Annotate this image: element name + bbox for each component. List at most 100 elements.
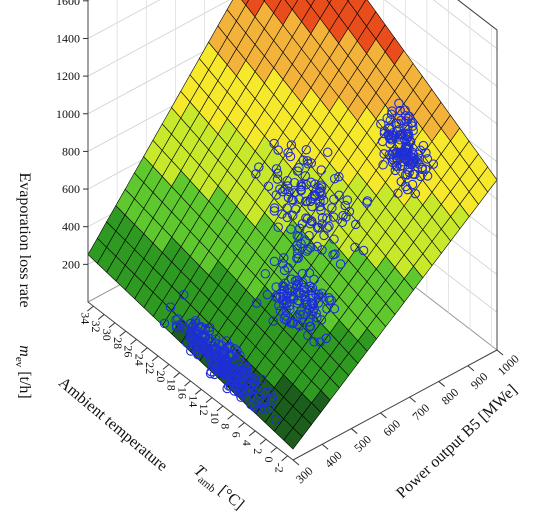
- data-point: [413, 155, 423, 165]
- data-point: [379, 149, 389, 159]
- data-point: [388, 146, 398, 157]
- data-point: [309, 274, 319, 285]
- data-point: [272, 168, 283, 179]
- data-point: [305, 218, 315, 229]
- data-point: [236, 377, 247, 387]
- data-point: [301, 144, 312, 155]
- data-point: [178, 289, 189, 300]
- temperature-tick-mark: [270, 447, 278, 453]
- power-tick-mark: [321, 443, 329, 450]
- temperature-tick-label: 8: [219, 423, 233, 429]
- temperature-tick-label: 26: [122, 345, 136, 357]
- temperature-tick-label: 28: [111, 337, 125, 349]
- data-point: [317, 190, 327, 201]
- data-point: [296, 185, 306, 196]
- temperature-tick-mark: [216, 405, 224, 412]
- data-point: [209, 348, 220, 359]
- data-point: [189, 335, 199, 346]
- data-point: [328, 250, 338, 260]
- power-tick-mark: [438, 381, 446, 387]
- data-point: [171, 320, 182, 331]
- data-point: [292, 319, 303, 330]
- data-point: [378, 160, 388, 170]
- data-point: [387, 157, 398, 168]
- data-point: [233, 387, 244, 398]
- data-point: [297, 277, 308, 288]
- temperature-tick-label: 22: [143, 362, 157, 374]
- data-point: [316, 315, 327, 325]
- data-point: [292, 244, 303, 254]
- data-point: [269, 203, 280, 213]
- data-point: [322, 304, 332, 314]
- data-point: [292, 312, 303, 322]
- data-point: [229, 373, 240, 383]
- data-point: [362, 196, 373, 206]
- data-point: [249, 374, 260, 384]
- data-point: [329, 194, 339, 205]
- data-point: [317, 213, 328, 223]
- data-point: [222, 383, 232, 394]
- data-point: [350, 219, 361, 230]
- data-point: [304, 268, 315, 278]
- data-point: [265, 387, 275, 398]
- data-point: [272, 174, 283, 184]
- data-point: [305, 281, 315, 292]
- power-tick-mark: [380, 412, 387, 419]
- data-point: [292, 166, 303, 176]
- temperature-tick-label: 20: [154, 370, 168, 382]
- data-point: [303, 159, 313, 169]
- data-point: [292, 231, 303, 241]
- measurement-points: [159, 98, 439, 425]
- data-point: [174, 322, 185, 333]
- data-point: [190, 315, 201, 326]
- temperature-tick-label: 0: [262, 457, 276, 463]
- temperature-tick-mark: [119, 330, 127, 337]
- data-point: [394, 98, 404, 109]
- temperature-tick-mark: [108, 322, 116, 329]
- temperature-tick-label: 10: [208, 412, 222, 424]
- data-point: [297, 218, 308, 229]
- data-point: [198, 343, 209, 354]
- data-point: [422, 171, 433, 181]
- data-point: [406, 159, 417, 170]
- data-point: [329, 303, 340, 314]
- data-point: [231, 374, 242, 384]
- power-tick-label: 600: [380, 417, 403, 440]
- data-point: [285, 151, 296, 162]
- power-tick-mark: [467, 365, 475, 372]
- data-point: [307, 290, 318, 300]
- data-point: [159, 318, 170, 329]
- data-point: [279, 314, 290, 324]
- data-point: [234, 382, 245, 393]
- power-tick-mark: [496, 349, 504, 356]
- data-point: [322, 213, 332, 223]
- data-point: [316, 205, 326, 216]
- back-gridline: [87, 0, 498, 125]
- box-edge: [292, 349, 498, 461]
- data-point: [271, 190, 282, 200]
- power-tick-label: 400: [322, 448, 345, 471]
- data-point: [393, 188, 403, 199]
- data-point: [402, 143, 412, 154]
- data-point: [322, 223, 333, 233]
- z-tick-label: 1000: [56, 107, 80, 121]
- data-point: [392, 126, 403, 137]
- surface-cell: [283, 427, 303, 450]
- temperature-tick-mark: [184, 380, 191, 387]
- data-point: [307, 201, 317, 212]
- data-point: [395, 161, 406, 171]
- data-point: [282, 203, 292, 213]
- data-point: [268, 316, 278, 326]
- data-point: [303, 330, 313, 341]
- data-point: [284, 186, 294, 197]
- temperature-tick-label: 6: [229, 432, 243, 438]
- power-tick-mark: [350, 428, 358, 434]
- data-point: [216, 366, 226, 377]
- temperature-tick-label: 12: [197, 404, 211, 416]
- data-point: [279, 253, 289, 263]
- data-point: [329, 234, 339, 244]
- data-point: [395, 105, 405, 116]
- data-point: [266, 396, 277, 407]
- data-point: [317, 245, 327, 255]
- data-point: [185, 318, 196, 329]
